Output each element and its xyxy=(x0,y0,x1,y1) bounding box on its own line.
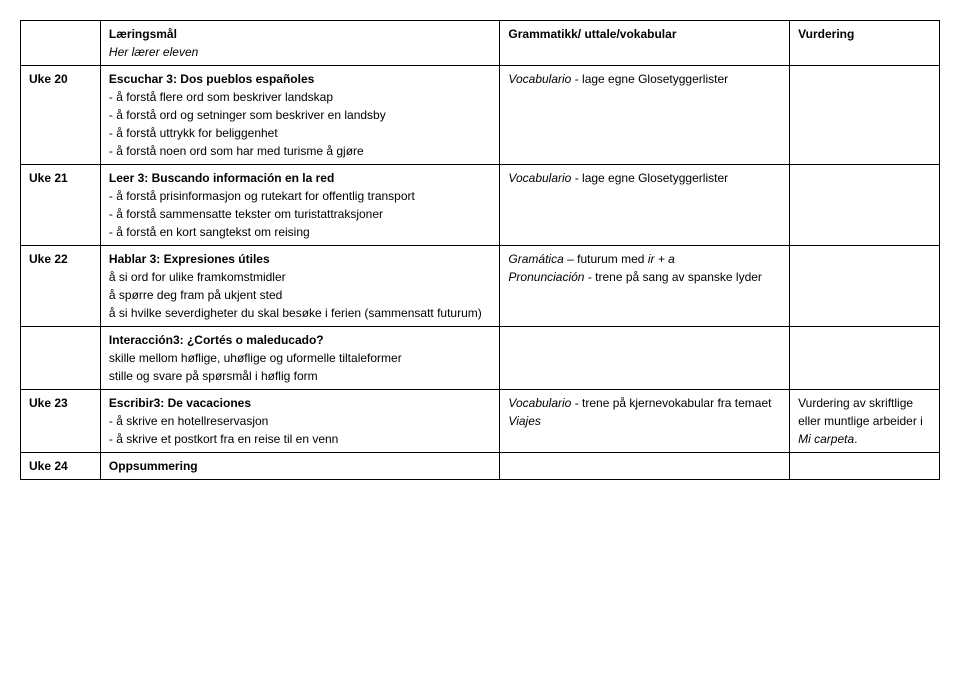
grammar-rest-21: - lage egne Glosetyggerlister xyxy=(571,171,728,185)
grammar-i2-22: Pronunciación xyxy=(508,270,584,284)
grammar-22: Gramática – futurum med ir + a Pronuncia… xyxy=(500,246,790,327)
row-uke23: Uke 23 Escribir3: De vacaciones - å skri… xyxy=(21,390,940,453)
week-24: Uke 24 xyxy=(21,453,101,480)
goals-21: Leer 3: Buscando información en la red -… xyxy=(100,165,500,246)
assess-21 xyxy=(790,165,940,246)
week-interaction xyxy=(21,327,101,390)
week-21: Uke 21 xyxy=(21,165,101,246)
goals-24: Oppsummering xyxy=(100,453,500,480)
grammar-i-20: Vocabulario xyxy=(508,72,571,86)
assess-pre-23: Vurdering av skriftlige eller muntlige a… xyxy=(798,396,923,428)
grammar-rest-20: - lage egne Glosetyggerlister xyxy=(571,72,728,86)
assess-post-23: . xyxy=(854,432,857,446)
goal-title-21: Leer 3: Buscando información en la red xyxy=(109,171,334,185)
week-23: Uke 23 xyxy=(21,390,101,453)
grammar-rest2-22: - trene på sang av spanske lyder xyxy=(584,270,761,284)
header-goals: Læringsmål Her lærer eleven xyxy=(100,21,500,66)
goal-lines-23: - å skrive en hotellreservasjon - å skri… xyxy=(109,414,338,446)
goals-title: Læringsmål xyxy=(109,27,177,41)
goals-22: Hablar 3: Expresiones útiles å si ord fo… xyxy=(100,246,500,327)
header-assess: Vurdering xyxy=(790,21,940,66)
interaction-title: Interacción3: ¿Cortés o maleducado? xyxy=(109,333,324,347)
goal-lines-21: - å forstå prisinformasjon og rutekart f… xyxy=(109,189,415,239)
goals-sub: Her lærer eleven xyxy=(109,45,198,59)
goal-title-22: Hablar 3: Expresiones útiles xyxy=(109,252,270,266)
row-uke20: Uke 20 Escuchar 3: Dos pueblos españoles… xyxy=(21,66,940,165)
grammar-interaction xyxy=(500,327,790,390)
grammar-i-21: Vocabulario xyxy=(508,171,571,185)
interaction-lines: skille mellom høflige, uhøflige og uform… xyxy=(109,351,402,383)
curriculum-table: Læringsmål Her lærer eleven Grammatikk/ … xyxy=(20,20,940,480)
grammar-i1-22: Gramática xyxy=(508,252,563,266)
assess-20 xyxy=(790,66,940,165)
week-22: Uke 22 xyxy=(21,246,101,327)
grammar-i-23: Vocabulario xyxy=(508,396,571,410)
row-uke22: Uke 22 Hablar 3: Expresiones útiles å si… xyxy=(21,246,940,327)
grammar-i2-23: Viajes xyxy=(508,414,540,428)
assess-i-23: Mi carpeta xyxy=(798,432,854,446)
goals-23: Escribir3: De vacaciones - å skrive en h… xyxy=(100,390,500,453)
grammar-rest1-22: – futurum med xyxy=(564,252,648,266)
grammar-20: Vocabulario - lage egne Glosetyggerliste… xyxy=(500,66,790,165)
header-empty xyxy=(21,21,101,66)
grammar-title: Grammatikk/ uttale/vokabular xyxy=(508,27,676,41)
assess-interaction xyxy=(790,327,940,390)
goal-lines-20: - å forstå flere ord som beskriver lands… xyxy=(109,90,386,158)
goal-title-24: Oppsummering xyxy=(109,459,198,473)
grammar-24 xyxy=(500,453,790,480)
goals-20: Escuchar 3: Dos pueblos españoles - å fo… xyxy=(100,66,500,165)
week-20: Uke 20 xyxy=(21,66,101,165)
grammar-i1b-22: ir + a xyxy=(648,252,675,266)
header-row: Læringsmål Her lærer eleven Grammatikk/ … xyxy=(21,21,940,66)
grammar-rest-23: - trene på kjernevokabular fra temaet xyxy=(571,396,771,410)
goal-title-20: Escuchar 3: Dos pueblos españoles xyxy=(109,72,314,86)
assess-24 xyxy=(790,453,940,480)
grammar-21: Vocabulario - lage egne Glosetyggerliste… xyxy=(500,165,790,246)
row-uke21: Uke 21 Leer 3: Buscando información en l… xyxy=(21,165,940,246)
row-uke24: Uke 24 Oppsummering xyxy=(21,453,940,480)
assess-22 xyxy=(790,246,940,327)
goal-title-23: Escribir3: De vacaciones xyxy=(109,396,251,410)
row-interaction: Interacción3: ¿Cortés o maleducado? skil… xyxy=(21,327,940,390)
goal-lines-22: å si ord for ulike framkomstmidler å spø… xyxy=(109,270,482,320)
header-grammar: Grammatikk/ uttale/vokabular xyxy=(500,21,790,66)
goals-interaction: Interacción3: ¿Cortés o maleducado? skil… xyxy=(100,327,500,390)
assess-23: Vurdering av skriftlige eller muntlige a… xyxy=(790,390,940,453)
assess-title: Vurdering xyxy=(798,27,854,41)
grammar-23: Vocabulario - trene på kjernevokabular f… xyxy=(500,390,790,453)
